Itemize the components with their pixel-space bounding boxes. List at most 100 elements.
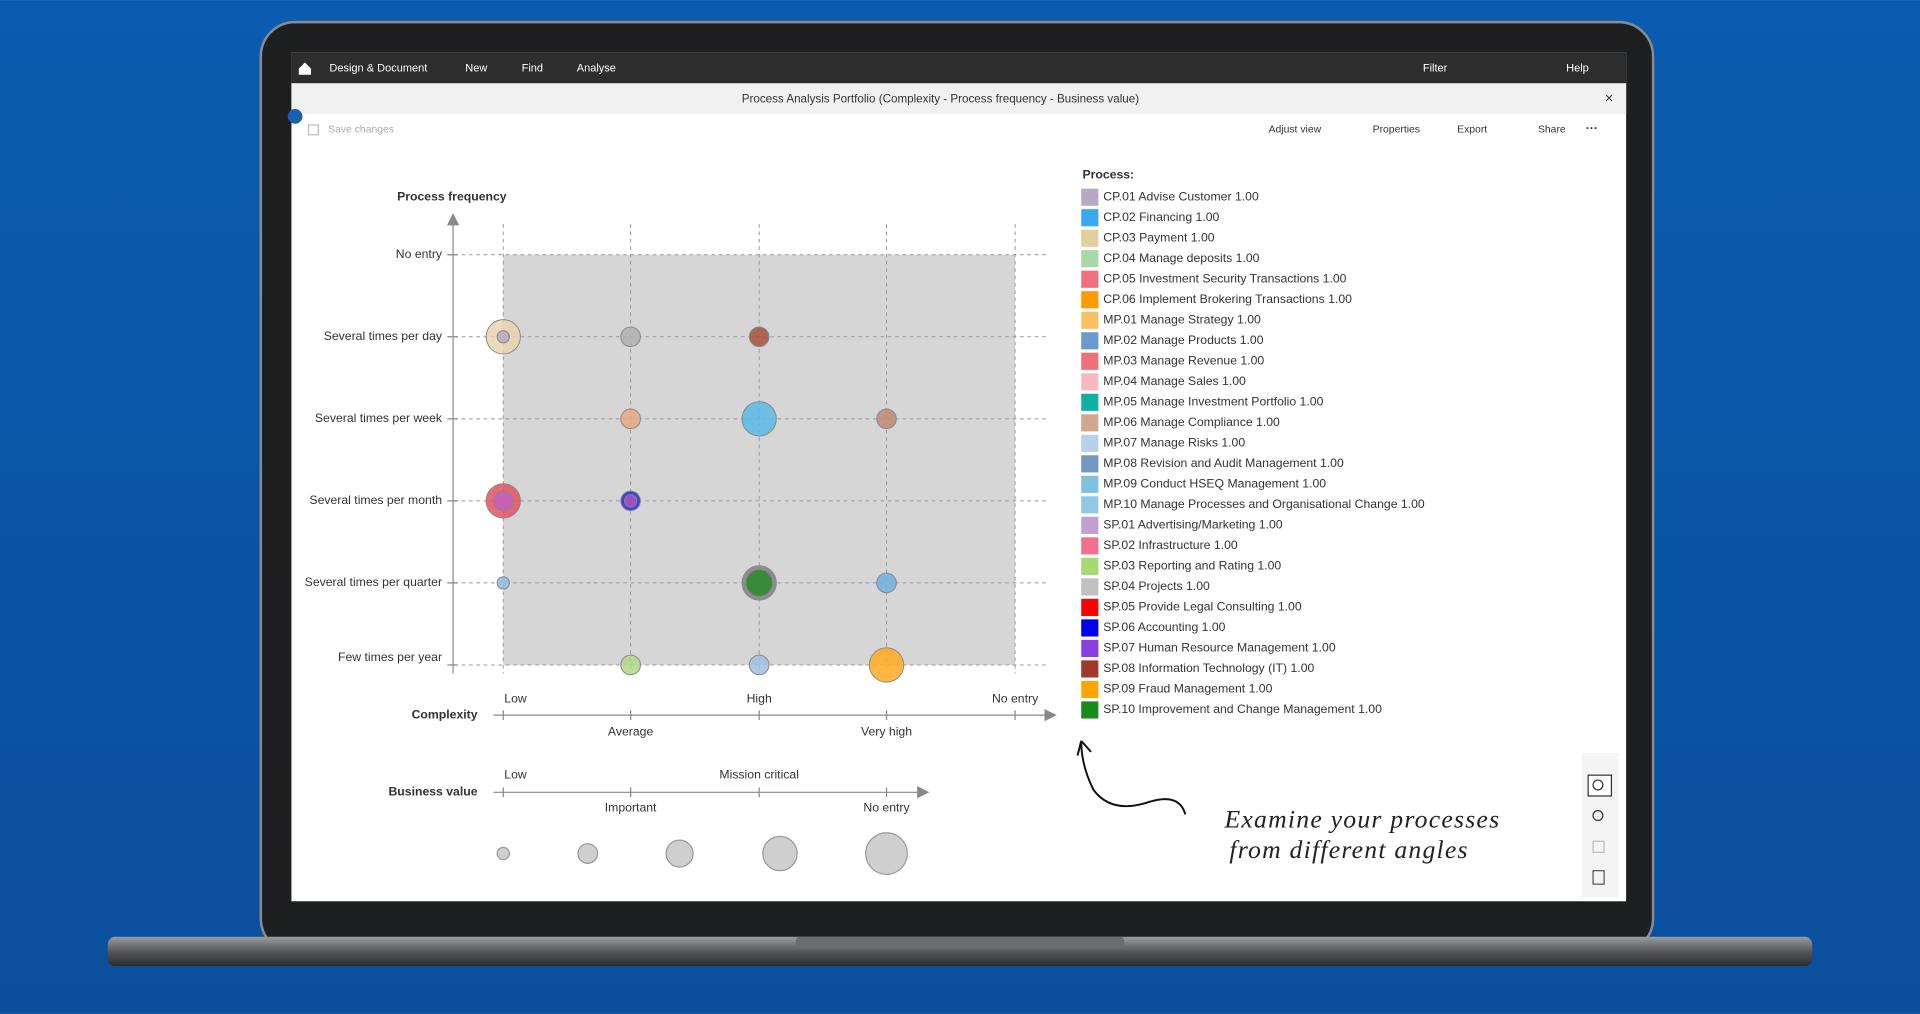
bubble[interactable] xyxy=(492,490,514,512)
legend-label[interactable]: MP.02 Manage Products 1.00 xyxy=(1103,333,1263,347)
legend-swatch xyxy=(1081,475,1099,493)
legend-label[interactable]: CP.01 Advise Customer 1.00 xyxy=(1103,189,1259,203)
nav-background xyxy=(291,52,1627,84)
toolbar-action[interactable]: Adjust view xyxy=(1269,125,1322,136)
y-axis-title: Process frequency xyxy=(397,189,507,203)
size-axis-arrow xyxy=(917,786,930,799)
legend-swatch xyxy=(1081,639,1099,657)
legend-label[interactable]: SP.02 Infrastructure 1.00 xyxy=(1103,538,1238,552)
size-legend-bubble xyxy=(665,839,694,868)
zoom-reset[interactable] xyxy=(1592,840,1605,853)
legend-swatch xyxy=(1081,701,1099,719)
legend-label[interactable]: SP.08 Information Technology (IT) 1.00 xyxy=(1103,661,1314,675)
legend-label[interactable]: MP.09 Conduct HSEQ Management 1.00 xyxy=(1103,477,1326,491)
legend-label[interactable]: CP.05 Investment Security Transactions 1… xyxy=(1103,271,1346,285)
legend-swatch xyxy=(1081,455,1099,473)
annotation-arrow xyxy=(1076,740,1187,815)
toolbar-action[interactable]: Properties xyxy=(1373,125,1420,136)
bubble[interactable] xyxy=(876,572,897,594)
legend-label[interactable]: MP.07 Manage Risks 1.00 xyxy=(1103,436,1245,450)
bubble[interactable] xyxy=(876,408,897,430)
y-tick-label: Several times per week xyxy=(315,411,443,425)
zoom-out[interactable] xyxy=(1592,810,1604,822)
bubble[interactable] xyxy=(748,654,770,676)
legend-swatch xyxy=(1081,414,1099,432)
nav-item[interactable]: New xyxy=(465,63,487,75)
x-tick-label: High xyxy=(747,691,772,705)
x-tick-label: Average xyxy=(608,725,654,739)
laptop-notch xyxy=(795,936,1125,947)
bubble[interactable] xyxy=(620,654,641,676)
x-tick-label: Very high xyxy=(861,725,912,739)
bubble[interactable] xyxy=(624,494,638,508)
legend-label[interactable]: SP.04 Projects 1.00 xyxy=(1103,579,1210,593)
nav-item[interactable]: Filter xyxy=(1423,63,1448,75)
legend-swatch xyxy=(1081,660,1099,678)
fit-page[interactable] xyxy=(1592,870,1605,885)
bubble[interactable] xyxy=(496,576,510,590)
zoom-in[interactable] xyxy=(1587,774,1613,797)
legend-label[interactable]: MP.01 Manage Strategy 1.00 xyxy=(1103,312,1261,326)
save-icon xyxy=(307,124,319,136)
bubble[interactable] xyxy=(620,408,641,430)
legend-label[interactable]: SP.03 Reporting and Rating 1.00 xyxy=(1103,559,1281,573)
legend-label[interactable]: SP.09 Fraud Management 1.00 xyxy=(1103,682,1272,696)
legend-swatch xyxy=(1081,352,1099,370)
legend-label[interactable]: SP.05 Provide Legal Consulting 1.00 xyxy=(1103,600,1302,614)
legend-label[interactable]: MP.05 Manage Investment Portfolio 1.00 xyxy=(1103,395,1323,409)
y-tick-label: Several times per month xyxy=(309,493,442,507)
zoom-controls xyxy=(1582,753,1619,898)
nav-item[interactable]: Help xyxy=(1566,63,1589,75)
sidebar-toggle[interactable] xyxy=(287,109,303,124)
close-button[interactable]: × xyxy=(1605,91,1614,107)
nav-item[interactable]: Find xyxy=(522,63,543,75)
toolbar-action[interactable]: Export xyxy=(1457,125,1487,136)
bubble[interactable] xyxy=(741,401,777,437)
size-tick-label: No entry xyxy=(863,800,910,814)
legend-label[interactable]: MP.06 Manage Compliance 1.00 xyxy=(1103,415,1280,429)
x-tick-label: No entry xyxy=(992,691,1039,705)
legend-swatch xyxy=(1081,516,1099,534)
legend-label[interactable]: CP.06 Implement Brokering Transactions 1… xyxy=(1103,292,1352,306)
more-menu[interactable]: ··· xyxy=(1586,121,1598,135)
nav-item[interactable]: Analyse xyxy=(577,63,616,75)
laptop-base xyxy=(107,936,1813,967)
legend-swatch xyxy=(1081,434,1099,452)
legend-swatch xyxy=(1081,291,1099,309)
size-tick-label: Mission critical xyxy=(719,767,799,781)
bubble[interactable] xyxy=(748,326,770,348)
legend-label[interactable]: CP.04 Manage deposits 1.00 xyxy=(1103,251,1259,265)
legend-label[interactable]: MP.10 Manage Processes and Organisationa… xyxy=(1103,497,1425,511)
nav-item[interactable]: Design & Document xyxy=(329,63,427,75)
legend-label[interactable]: SP.06 Accounting 1.00 xyxy=(1103,620,1225,634)
bubble[interactable] xyxy=(620,326,641,348)
legend-label[interactable]: MP.08 Revision and Audit Management 1.00 xyxy=(1103,456,1344,470)
legend-label[interactable]: SP.01 Advertising/Marketing 1.00 xyxy=(1103,518,1283,532)
legend-label[interactable]: SP.07 Human Resource Management 1.00 xyxy=(1103,641,1336,655)
annotation-text: from different angles xyxy=(1229,835,1468,864)
legend-swatch xyxy=(1081,250,1099,268)
save-changes[interactable]: Save changes xyxy=(328,125,394,136)
legend-swatch xyxy=(1081,209,1099,227)
x-axis-arrow xyxy=(1044,709,1057,722)
legend-label[interactable]: SP.10 Improvement and Change Management … xyxy=(1103,702,1382,716)
legend-swatch xyxy=(1081,557,1099,575)
legend-swatch xyxy=(1081,270,1099,288)
legend-swatch xyxy=(1081,332,1099,350)
size-axis-title: Business value xyxy=(388,785,477,799)
size-legend-bubble xyxy=(762,835,798,872)
size-tick-label: Important xyxy=(605,800,657,814)
y-tick-label: Several times per day xyxy=(324,329,443,343)
toolbar-action[interactable]: Share xyxy=(1538,125,1566,136)
legend-swatch xyxy=(1081,393,1099,411)
bubble[interactable] xyxy=(868,647,905,683)
bubble[interactable] xyxy=(496,330,510,344)
legend-label[interactable]: MP.03 Manage Revenue 1.00 xyxy=(1103,354,1264,368)
size-tick-label: Low xyxy=(504,767,527,781)
bubble[interactable] xyxy=(745,568,774,597)
legend-label[interactable]: MP.04 Manage Sales 1.00 xyxy=(1103,374,1246,388)
legend-label[interactable]: CP.03 Payment 1.00 xyxy=(1103,230,1215,244)
legend-label[interactable]: CP.02 Financing 1.00 xyxy=(1103,210,1219,224)
